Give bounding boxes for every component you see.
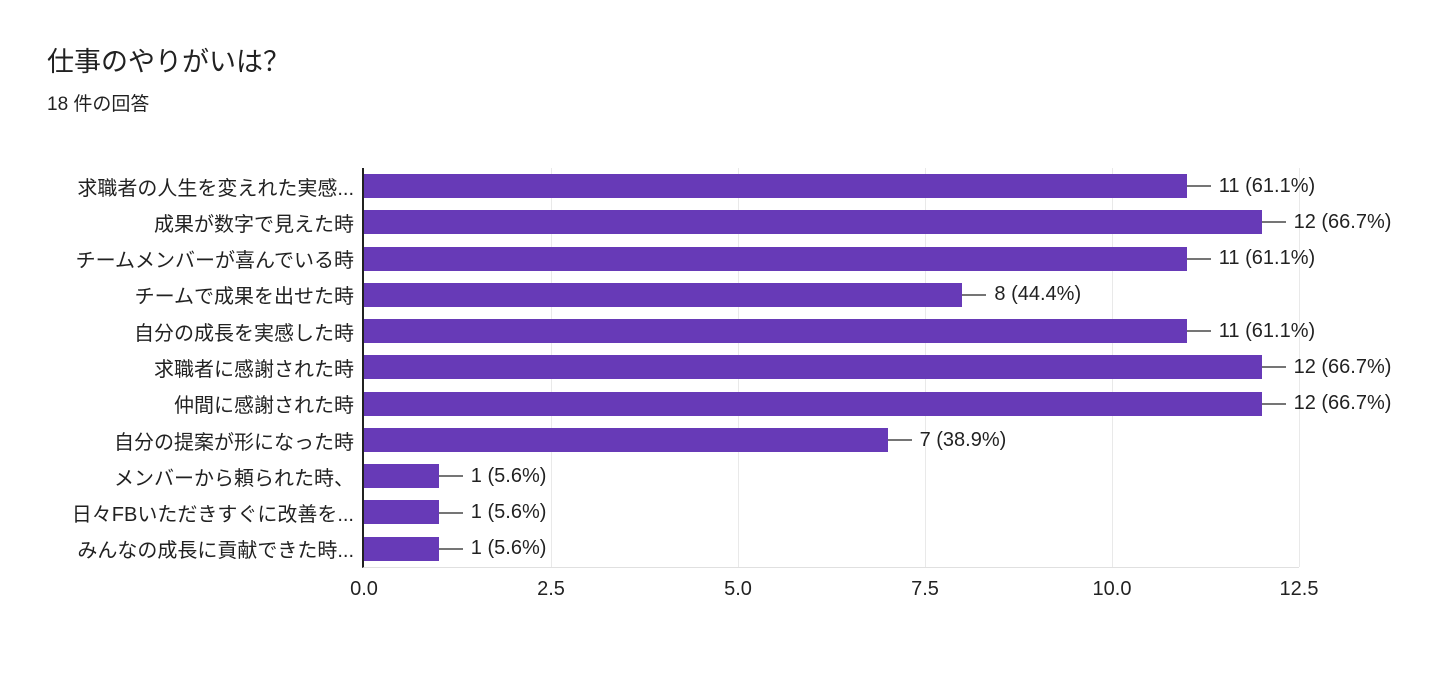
value-connector-line bbox=[1186, 185, 1211, 188]
value-label: 1 (5.6%) bbox=[470, 464, 547, 487]
plot-area: 求職者の人生を変えれた実感... 11 (61.1%) 成果が数字で見えた時 12 (… bbox=[72, 168, 1391, 600]
category-label: 自分の提案が形になった時 bbox=[114, 431, 354, 454]
bar bbox=[364, 427, 888, 452]
x-tick-label: 0.0 bbox=[350, 578, 378, 600]
value-label: 11 (61.1%) bbox=[1218, 247, 1316, 270]
x-tick-label: 10.0 bbox=[1092, 578, 1132, 600]
value-connector-line bbox=[887, 439, 912, 442]
response-count-subtitle: 18 件の回答 bbox=[47, 94, 150, 115]
bar bbox=[364, 246, 1187, 271]
chart-row: みんなの成長に貢献できた時... 1 (5.6%) bbox=[77, 531, 1299, 567]
x-tick-label: 5.0 bbox=[724, 578, 752, 600]
value-label: 7 (38.9%) bbox=[919, 428, 1007, 451]
bar bbox=[364, 210, 1262, 235]
chart-row: 成果が数字で見えた時 12 (66.7%) bbox=[154, 204, 1391, 240]
value-label: 12 (66.7%) bbox=[1293, 210, 1392, 233]
value-label: 1 (5.6%) bbox=[470, 537, 547, 560]
category-label: 求職者に感謝された時 bbox=[154, 358, 354, 381]
chart-row: チームで成果を出せた時 8 (44.4%) bbox=[135, 277, 1299, 313]
value-label: 12 (66.7%) bbox=[1293, 355, 1392, 378]
value-connector-line bbox=[438, 511, 463, 514]
category-label: 自分の成長を実感した時 bbox=[134, 322, 354, 345]
value-label: 11 (61.1%) bbox=[1218, 319, 1316, 342]
value-label: 12 (66.7%) bbox=[1293, 392, 1392, 415]
value-connector-line bbox=[438, 547, 463, 550]
category-label: チームメンバーが喜んでいる時 bbox=[75, 250, 354, 273]
value-connector-line bbox=[962, 293, 987, 296]
bar bbox=[364, 319, 1187, 344]
bar bbox=[364, 282, 963, 307]
chart-row: 求職者に感謝された時 12 (66.7%) bbox=[154, 349, 1391, 385]
x-tick-label: 7.5 bbox=[911, 578, 939, 600]
category-label: チームで成果を出せた時 bbox=[134, 286, 354, 309]
value-connector-line bbox=[1261, 402, 1286, 405]
category-label: 求職者の人生を変えれた実感... bbox=[77, 177, 354, 200]
gridline bbox=[1299, 168, 1300, 567]
chart-row: 日々FBいただきすぐに改善を... 1 (5.6%) bbox=[72, 494, 1299, 530]
chart-row: 自分の提案が形になった時 7 (38.9%) bbox=[114, 422, 1299, 458]
value-label: 1 (5.6%) bbox=[470, 501, 547, 524]
bar bbox=[364, 464, 439, 489]
value-label: 11 (61.1%) bbox=[1218, 174, 1316, 197]
x-tick-label: 2.5 bbox=[537, 578, 565, 600]
category-label: みんなの成長に貢献できた時... bbox=[77, 540, 354, 563]
x-tick-label: 12.5 bbox=[1279, 578, 1319, 600]
bar bbox=[364, 355, 1262, 380]
bar bbox=[364, 174, 1187, 198]
value-connector-line bbox=[1186, 257, 1211, 260]
chart-row: チームメンバーが喜んでいる時 11 (61.1%) bbox=[76, 241, 1315, 277]
bar bbox=[364, 391, 1262, 416]
category-label: 成果が数字で見えた時 bbox=[154, 213, 354, 236]
chart-row: 求職者の人生を変えれた実感... 11 (61.1%) bbox=[77, 168, 1315, 204]
category-label: 仲間に感謝された時 bbox=[174, 395, 354, 418]
bar bbox=[364, 536, 439, 561]
category-label: 日々FBいただきすぐに改善を... bbox=[71, 504, 354, 527]
chart-row: 自分の成長を実感した時 11 (61.1%) bbox=[134, 313, 1315, 349]
category-label: メンバーから頼られた時、 bbox=[114, 467, 354, 490]
value-connector-line bbox=[438, 475, 463, 478]
value-connector-line bbox=[1261, 366, 1286, 369]
chart-row: メンバーから頼られた時、 1 (5.6%) bbox=[114, 458, 1299, 494]
value-connector-line bbox=[1186, 330, 1211, 333]
value-label: 8 (44.4%) bbox=[994, 283, 1082, 306]
bar bbox=[364, 500, 439, 525]
chart-title: 仕事のやりがいは？ bbox=[47, 47, 290, 77]
chart-row: 仲間に感謝された時 12 (66.7%) bbox=[174, 386, 1391, 422]
value-connector-line bbox=[1261, 221, 1286, 224]
